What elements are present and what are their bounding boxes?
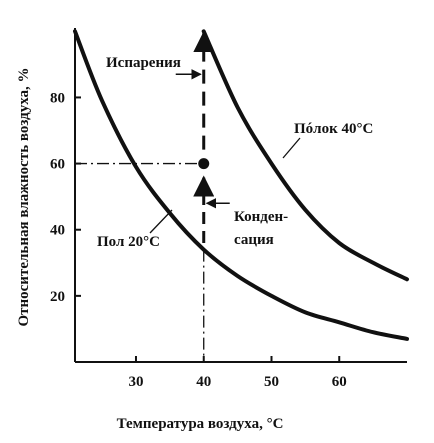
state-point	[198, 158, 210, 170]
y-tick-group: 20 40 60 80	[50, 90, 81, 305]
y-tick-label: 40	[50, 223, 65, 239]
plot-frame	[74, 28, 407, 363]
y-axis-label: Относительная влажность воздуха, %	[16, 67, 32, 326]
y-tick-label: 80	[50, 90, 65, 106]
x-tick-label: 60	[332, 374, 347, 390]
y-tick-label: 20	[50, 289, 65, 305]
annotation-evaporation: Испарения	[106, 55, 181, 71]
y-tick-label: 60	[50, 157, 65, 173]
series-label-floor: Пол 20°С	[97, 234, 160, 250]
series-line-floor	[73, 29, 409, 341]
annotation-condensation-line2: сация	[234, 232, 274, 248]
series-line-shelf	[201, 29, 409, 282]
x-tick-label: 30	[128, 374, 143, 390]
annotation-condensation-line1: Конден-	[234, 209, 288, 225]
floor-label-leader	[149, 209, 173, 234]
x-tick-label: 50	[264, 374, 279, 390]
annotation-layer	[75, 31, 301, 362]
shelf-label-leader	[282, 137, 301, 159]
x-axis-label: Температура воздуха, °С	[117, 416, 284, 432]
series-layer	[73, 29, 409, 341]
x-tick-group: 30 40 50 60	[128, 356, 347, 390]
x-tick-label: 40	[196, 374, 211, 390]
series-label-shelf: Пóлок 40°С	[294, 121, 373, 137]
